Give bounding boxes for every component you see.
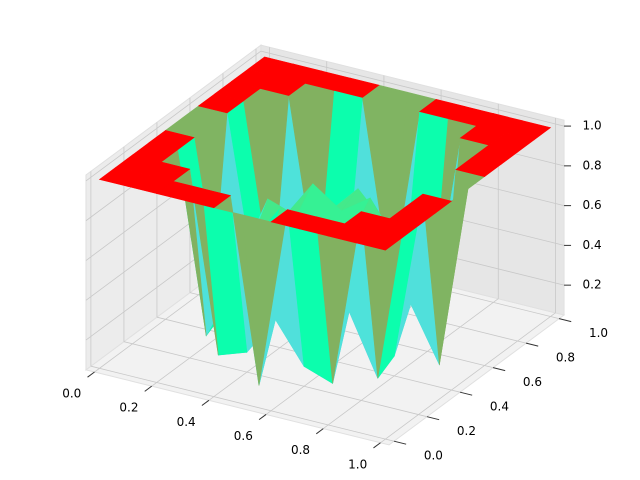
grid-line bbox=[380, 312, 556, 444]
grid-line bbox=[90, 365, 395, 442]
y-tick bbox=[393, 440, 407, 445]
z-tick-label: 1.0 bbox=[583, 119, 602, 133]
y-tick-label: 0.0 bbox=[424, 449, 443, 463]
y-tick-label: 1.0 bbox=[589, 326, 608, 340]
grid-line bbox=[260, 50, 565, 127]
grid-line bbox=[323, 298, 499, 429]
x-tick-label: 0.4 bbox=[177, 415, 196, 429]
x-tick bbox=[258, 414, 267, 421]
z-tick-label: 0.6 bbox=[583, 198, 602, 212]
x-tick-label: 0.0 bbox=[62, 387, 81, 401]
z-tick-label: 0.2 bbox=[583, 278, 602, 292]
y-tick-label: 0.4 bbox=[490, 400, 509, 414]
x-tick-label: 0.8 bbox=[291, 443, 310, 457]
x-tick-label: 0.6 bbox=[234, 429, 253, 443]
y-tick bbox=[492, 367, 506, 372]
y-tick bbox=[459, 391, 473, 396]
y-tick bbox=[426, 416, 440, 421]
x-tick bbox=[315, 428, 324, 435]
y-tick-label: 0.6 bbox=[523, 375, 542, 389]
y-tick bbox=[558, 318, 572, 323]
grid-line bbox=[85, 50, 262, 182]
surface-face bbox=[184, 188, 232, 209]
x-tick-label: 0.2 bbox=[119, 401, 138, 415]
y-tick bbox=[525, 342, 539, 347]
x-tick bbox=[373, 442, 381, 449]
surface-face bbox=[333, 77, 380, 98]
y-tick-label: 0.2 bbox=[457, 424, 476, 438]
x-tick bbox=[87, 371, 95, 378]
surface-face bbox=[197, 93, 245, 114]
x-tick-label: 1.0 bbox=[348, 457, 367, 471]
y-tick-label: 0.8 bbox=[556, 351, 575, 365]
surface-face bbox=[356, 230, 403, 251]
surface-face bbox=[455, 157, 502, 177]
z-tick-label: 0.4 bbox=[583, 238, 602, 252]
grid-line bbox=[123, 341, 428, 418]
x-tick bbox=[144, 385, 153, 392]
surface-face bbox=[259, 75, 306, 96]
z-tick-label: 0.8 bbox=[583, 158, 602, 172]
x-tick bbox=[201, 399, 210, 406]
